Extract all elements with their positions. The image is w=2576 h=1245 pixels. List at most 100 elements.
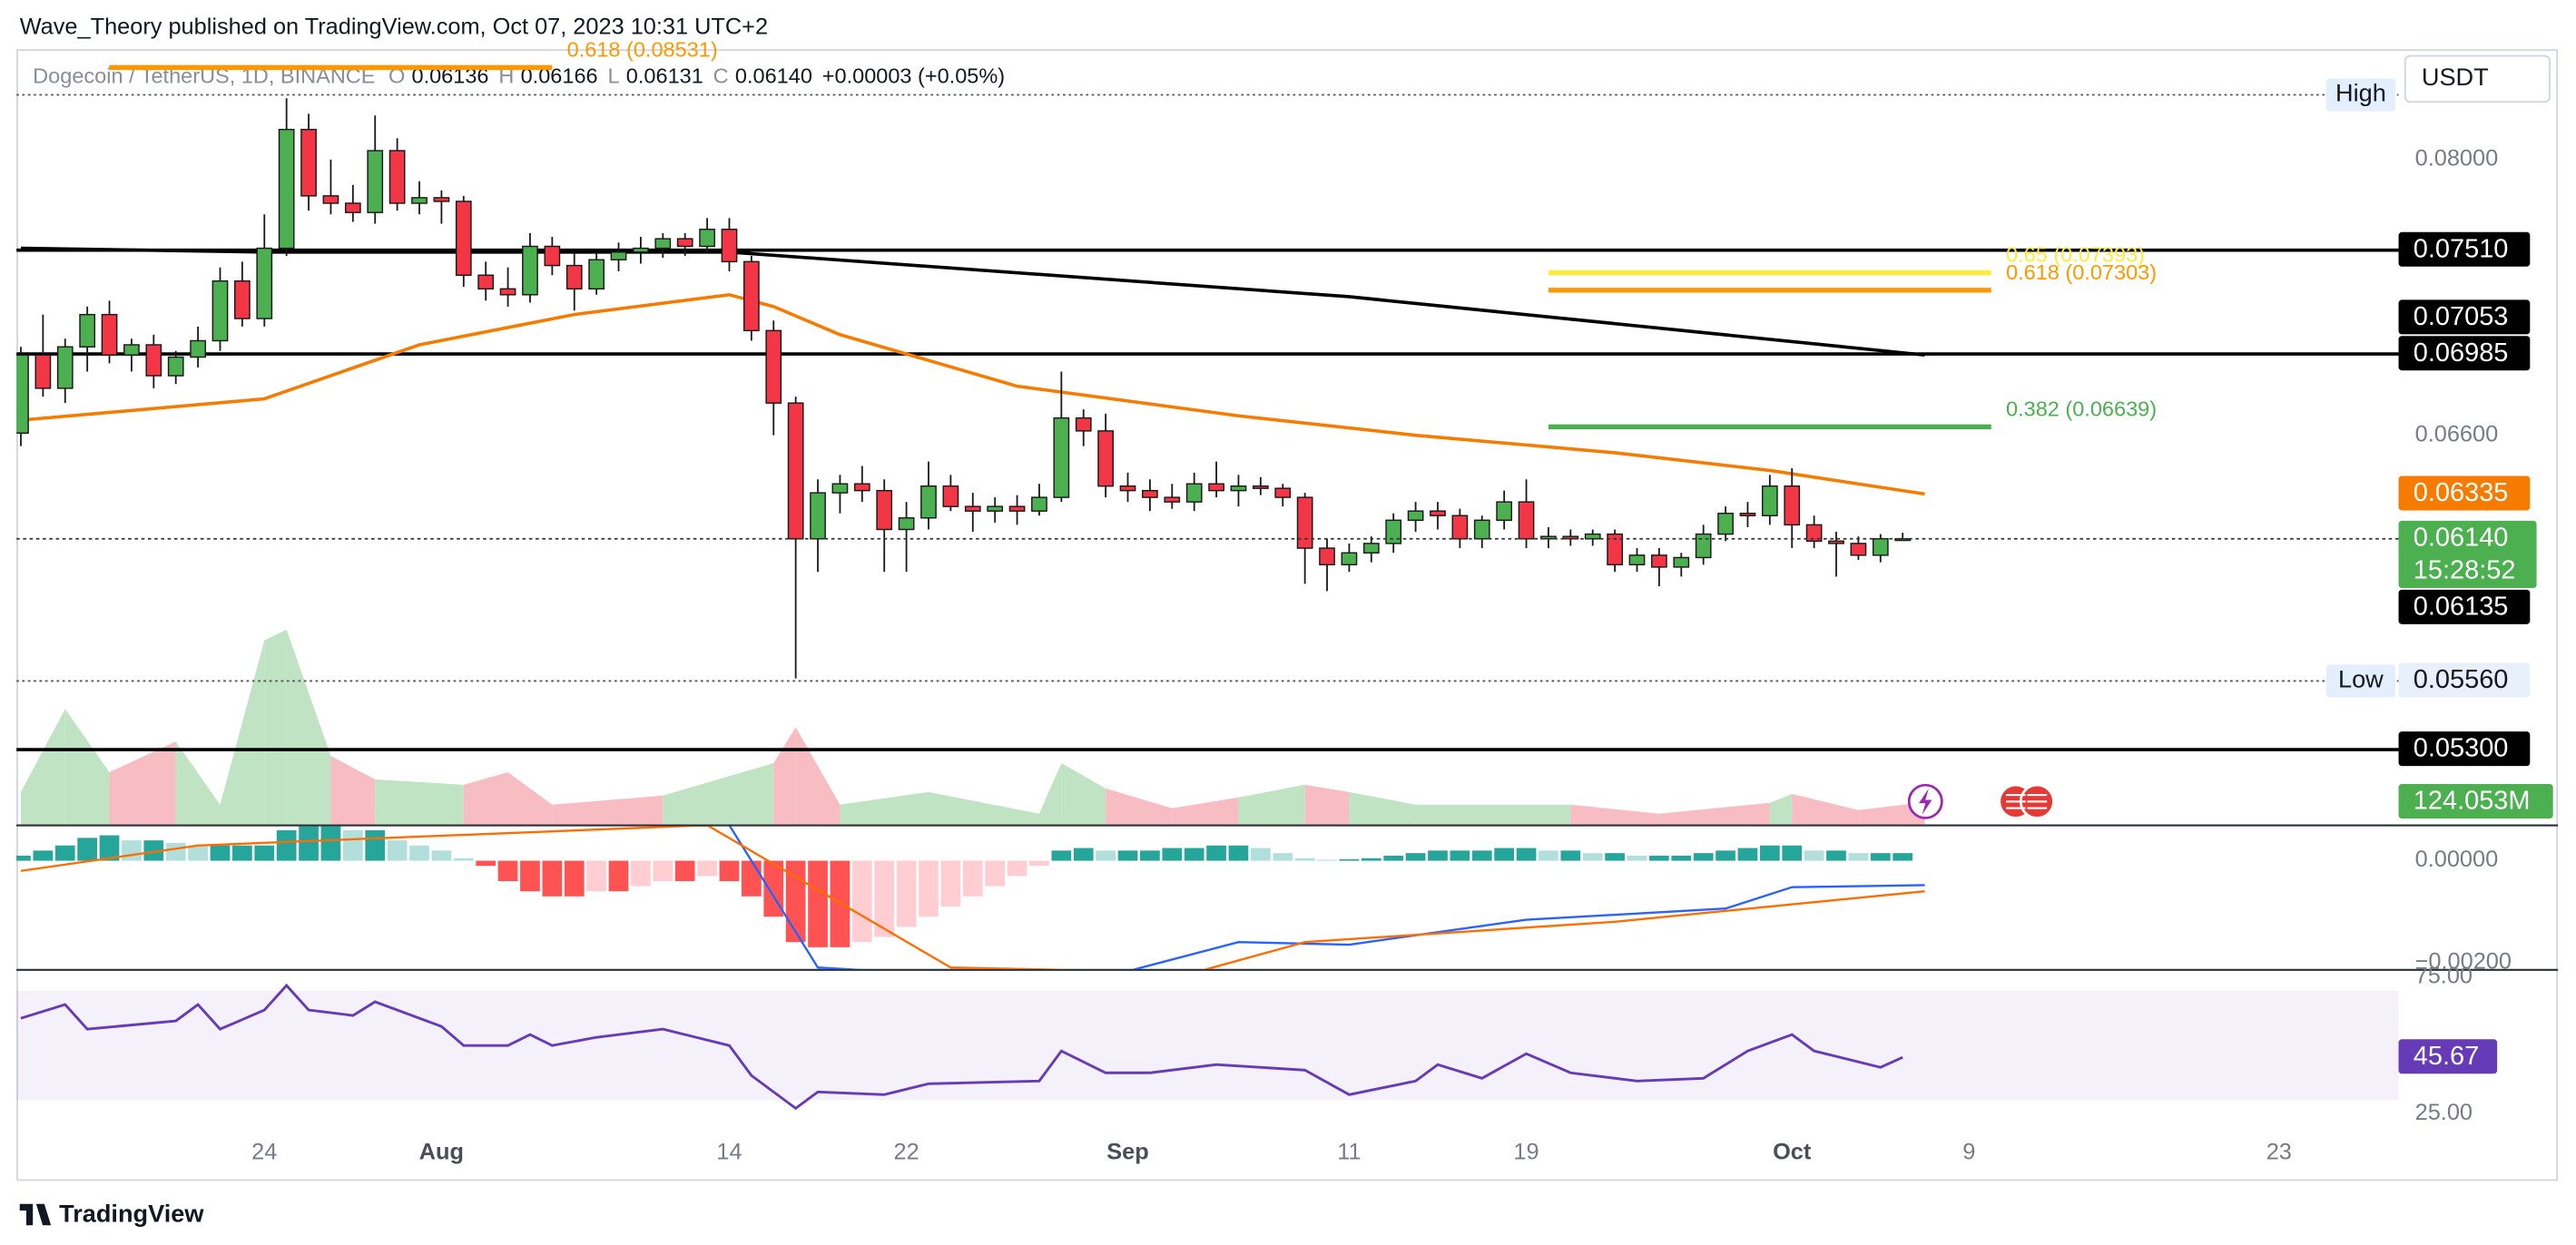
- x-tick-label: 22: [894, 1139, 919, 1164]
- volume-area: [1658, 802, 1770, 825]
- rsi-band: [16, 990, 2399, 1101]
- rsi-label-box: [2398, 1039, 2498, 1074]
- macd-bar: [99, 835, 120, 861]
- chart-frame: [16, 49, 2559, 1181]
- volume-area: [330, 756, 376, 825]
- macd-bar: [1804, 850, 1824, 861]
- volume-area: [286, 629, 331, 825]
- candle-body: [1651, 554, 1667, 568]
- y-tick-label: 25.00: [2415, 1100, 2473, 1125]
- price-label-box: [2398, 475, 2531, 511]
- candle-body: [1473, 519, 1490, 540]
- macd-bar: [77, 838, 98, 861]
- candle-body: [56, 346, 74, 389]
- candle-body: [1341, 552, 1358, 566]
- volume-area: [1769, 793, 1793, 825]
- x-tick-label: 9: [1962, 1139, 1975, 1164]
- candle-body: [787, 402, 804, 540]
- candle-body: [1385, 519, 1402, 544]
- x-tick-label: 19: [1513, 1139, 1539, 1164]
- price-label-box: [2398, 520, 2537, 589]
- macd-bar: [1893, 853, 1913, 861]
- macd-bar: [1051, 850, 1072, 861]
- volume-area: [1106, 788, 1173, 825]
- header-text: L: [607, 64, 619, 87]
- macd-bar: [497, 860, 518, 881]
- macd-bar: [851, 860, 872, 943]
- header-text: +0.00003 (+0.05%): [822, 64, 1005, 87]
- candle-body: [1784, 485, 1801, 526]
- volume-area: [175, 741, 221, 825]
- candle-body: [565, 264, 583, 290]
- macd-bar: [1428, 850, 1448, 861]
- candle-body: [1430, 510, 1446, 516]
- macd-bar: [1339, 858, 1360, 861]
- candle-body: [1185, 483, 1203, 503]
- candle-body: [322, 195, 339, 204]
- volume-area: [1038, 762, 1062, 825]
- flag-stripes: [2005, 793, 2048, 809]
- macd-bar: [1294, 858, 1315, 861]
- candle-body: [300, 128, 317, 197]
- volume-area: [1415, 804, 1571, 825]
- candle-body: [633, 247, 649, 253]
- macd-bar: [33, 850, 54, 861]
- macd-bar: [653, 860, 673, 881]
- candle-body: [278, 128, 295, 250]
- fib-label: 0.382 (0.06639): [2006, 397, 2157, 420]
- candle-body: [1296, 496, 1313, 549]
- candle-body: [79, 313, 96, 348]
- candle-body: [367, 150, 384, 213]
- macd-pane: [16, 826, 1925, 969]
- macd-bar: [299, 826, 319, 861]
- low-tag: [2325, 664, 2395, 698]
- candle-body: [344, 202, 361, 213]
- volume-area: [1061, 762, 1106, 825]
- macd-bar: [1693, 853, 1714, 861]
- candle-body: [16, 354, 29, 434]
- candle-body: [654, 238, 672, 250]
- macd-bar: [188, 845, 208, 861]
- candle-body: [388, 150, 406, 204]
- high-tag-text: High: [2335, 79, 2386, 107]
- indicator-line: [20, 983, 1903, 1111]
- macd-bar: [1582, 853, 1603, 861]
- header-text: C: [713, 64, 729, 87]
- countdown: 15:28:52: [2414, 556, 2516, 585]
- currency-button[interactable]: [2404, 54, 2551, 103]
- macd-bar: [1826, 850, 1846, 861]
- candle-body: [742, 260, 760, 332]
- x-tick-label: Sep: [1106, 1139, 1148, 1164]
- candle-body: [167, 356, 184, 377]
- volume-area: [773, 727, 796, 825]
- candle-body: [1230, 485, 1247, 492]
- macd-bar: [1029, 860, 1049, 867]
- macd-bar: [1383, 855, 1404, 861]
- x-tick-label: 23: [2266, 1139, 2292, 1164]
- indicator-line: [20, 292, 1925, 496]
- price-label-box: [2398, 231, 2531, 267]
- macd-bar: [254, 845, 275, 861]
- macd-bar: [232, 845, 252, 861]
- macd-bar: [697, 860, 717, 877]
- macd-bar: [1671, 855, 1692, 861]
- candle-body: [853, 483, 870, 492]
- currency[interactable]: USDT: [2422, 63, 2489, 91]
- candle-body: [1451, 515, 1469, 540]
- macd-bar: [1560, 850, 1581, 861]
- candle-body: [1607, 533, 1623, 566]
- y-tick-label: 75.00: [2415, 964, 2473, 989]
- volume-area: [552, 795, 664, 825]
- candle-body: [1075, 417, 1092, 432]
- rsi-label: 45.67: [2414, 1042, 2479, 1071]
- macd-bar: [1096, 850, 1116, 861]
- price-label-box: [2398, 731, 2531, 767]
- candle-body: [477, 274, 495, 290]
- volume-area: [375, 779, 464, 825]
- candle-body: [1562, 535, 1579, 540]
- macd-bar: [1140, 850, 1160, 861]
- macd-bar: [342, 829, 363, 861]
- macd-bar: [1494, 848, 1515, 861]
- macd-bar: [520, 860, 540, 892]
- volume-area: [1238, 784, 1305, 825]
